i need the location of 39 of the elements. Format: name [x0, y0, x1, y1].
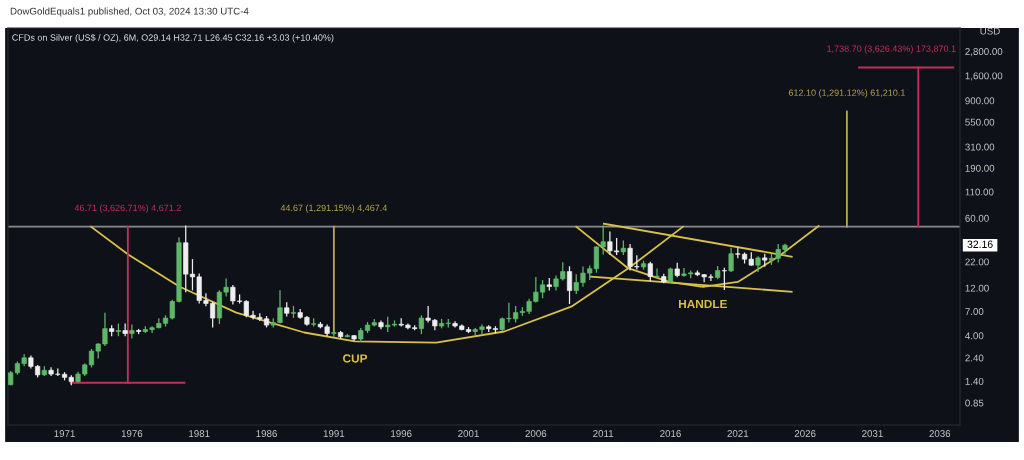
annotation: 44.67 (1,291.15%) 4,467.4: [280, 204, 388, 213]
x-tick-label: 1976: [121, 430, 143, 437]
text: USD: [980, 27, 1000, 35]
x-tick-label: 2021: [727, 430, 749, 437]
x-tick-label: 1996: [391, 430, 412, 437]
y-tick-label: 190.00: [965, 164, 995, 172]
text: CFDs on Silver (US$ / OZ), 6M, O29.14 H32.71 L26.45 C32.16 +3.03 (+10.40%): [12, 33, 334, 43]
y-tick-label: 310.00: [965, 143, 995, 151]
chart-title: DowGoldEquals1 published, Oct 03, 2024 13:30 UTC-4: [10, 7, 249, 17]
x-tick-label: 2036: [929, 430, 951, 437]
y-tick-label: 22.00: [965, 258, 989, 266]
x-tick-label: 2001: [458, 430, 479, 437]
x-tick-label: 1981: [189, 430, 210, 437]
y-tick-label: 2.40: [965, 354, 984, 362]
x-tick-label: 2011: [593, 430, 614, 437]
annotation: HANDLE: [679, 299, 727, 308]
annotation: 46.71 (3,626.71%) 4,671.2: [74, 204, 181, 213]
x-tick-label: 1971: [54, 430, 75, 437]
y-tick-label: 110.00: [965, 188, 994, 196]
y-tick-label: 12.00: [965, 284, 989, 292]
y-tick-label: 1.40: [965, 377, 984, 385]
x-tick-label: 2006: [525, 430, 547, 437]
annotation: 612.10 (1,291.12%) 61,210.1: [788, 89, 905, 98]
annotation: CUP: [343, 354, 368, 363]
x-tick-label: 1986: [256, 430, 277, 437]
x-tick-label: 1991: [323, 430, 345, 437]
y-tick-label: 60.00: [965, 214, 989, 222]
y-tick-label: 2,800.00: [965, 48, 1003, 57]
y-tick-label: 1,600.00: [965, 72, 1003, 81]
y-tick-label: 550.00: [965, 118, 995, 126]
y-tick-label: 7.00: [965, 308, 984, 315]
y-tick-label: 4.00: [965, 332, 984, 340]
x-tick-label: 2031: [862, 430, 883, 437]
text: 32.16: [967, 240, 993, 248]
y-tick-label: 0.85: [965, 399, 984, 407]
y-tick-label: 900.00: [965, 97, 995, 105]
x-tick-label: 2026: [794, 430, 816, 437]
x-tick-label: 2016: [660, 430, 681, 437]
annotation: 1,738.70 (3,626.43%) 173,870.1: [827, 45, 956, 54]
